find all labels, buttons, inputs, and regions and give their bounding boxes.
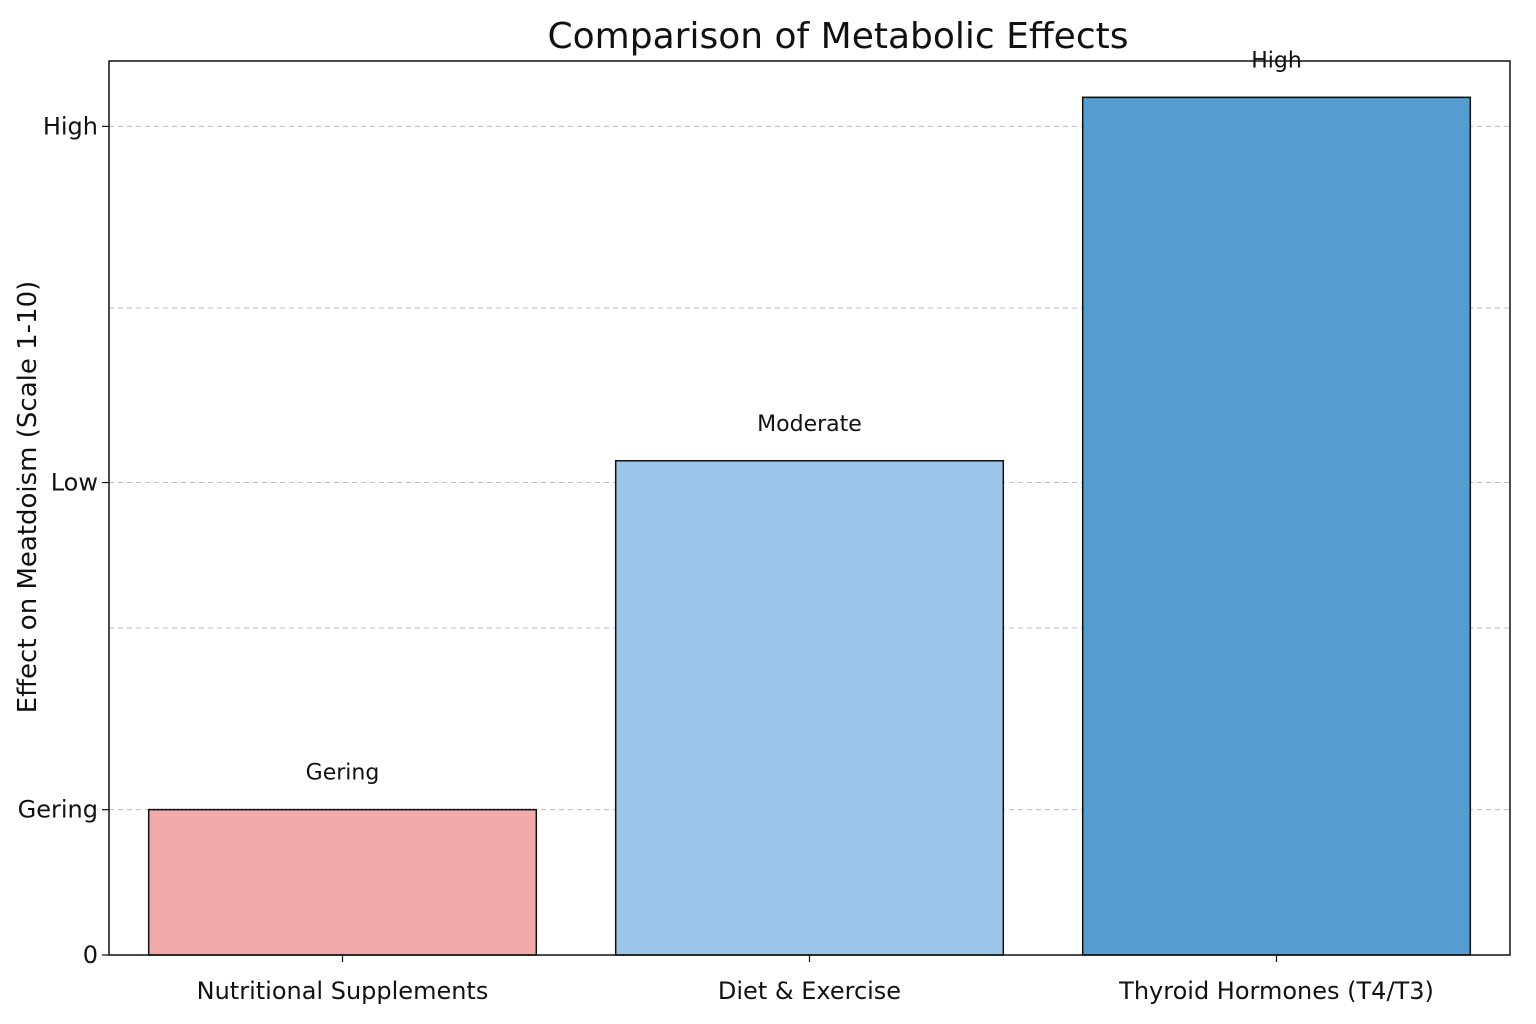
y-axis-ticks: 0 Gering Low High <box>18 112 109 969</box>
bar <box>1081 96 1472 956</box>
x-tick-label: Thyroid Hormones (T4/T3) <box>1118 977 1434 1005</box>
bar <box>614 460 1005 956</box>
x-axis-ticks: Nutritional Supplements Diet & Exercise Th… <box>197 955 1434 1005</box>
y-tick-label: Gering <box>18 796 98 824</box>
chart-title: Comparison of Metabolic Effects <box>548 16 1129 57</box>
bar <box>147 808 538 956</box>
x-tick-label: Nutritional Supplements <box>197 977 489 1005</box>
data-label: Moderate <box>757 412 862 437</box>
y-tick-label: Low <box>51 469 98 497</box>
y-tick-label: High <box>43 112 98 140</box>
bars <box>147 96 1472 956</box>
data-labels: Gering Moderate High <box>306 48 1302 785</box>
y-axis-title: Effect on Meatdoism (Scale 1-10) <box>13 281 43 714</box>
data-label: Gering <box>306 761 380 786</box>
y-tick-label: 0 <box>83 941 98 969</box>
data-label: High <box>1251 48 1302 73</box>
x-tick-label: Diet & Exercise <box>718 977 901 1005</box>
